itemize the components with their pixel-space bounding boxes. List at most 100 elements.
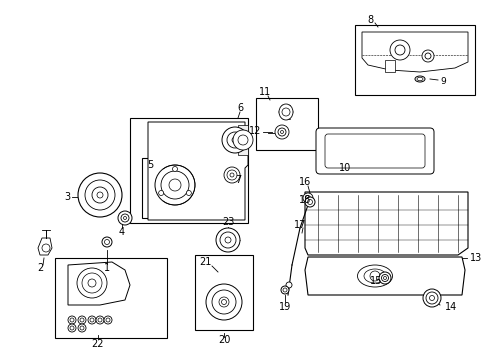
Circle shape <box>82 273 102 293</box>
Circle shape <box>422 289 440 307</box>
Circle shape <box>231 137 238 143</box>
Circle shape <box>68 324 76 332</box>
Polygon shape <box>38 238 52 255</box>
Circle shape <box>80 318 84 322</box>
Circle shape <box>70 326 74 330</box>
Text: 17: 17 <box>293 220 305 230</box>
Circle shape <box>104 316 112 324</box>
Text: 14: 14 <box>444 302 456 312</box>
Circle shape <box>425 292 437 304</box>
Circle shape <box>428 296 434 301</box>
Text: 20: 20 <box>217 335 230 345</box>
Circle shape <box>85 180 115 210</box>
Circle shape <box>169 179 181 191</box>
Circle shape <box>104 239 109 244</box>
Text: 21: 21 <box>199 257 211 267</box>
Text: 12: 12 <box>248 126 261 136</box>
Polygon shape <box>238 125 247 155</box>
Circle shape <box>216 228 240 252</box>
Circle shape <box>226 170 237 180</box>
Text: 2: 2 <box>37 263 43 273</box>
Circle shape <box>369 271 379 281</box>
Circle shape <box>238 135 247 145</box>
Text: 8: 8 <box>366 15 372 25</box>
Circle shape <box>224 237 230 243</box>
Polygon shape <box>384 60 394 72</box>
Polygon shape <box>305 192 467 255</box>
Circle shape <box>383 276 386 279</box>
Text: 9: 9 <box>439 77 445 86</box>
Circle shape <box>77 268 107 298</box>
Ellipse shape <box>416 77 422 81</box>
Polygon shape <box>361 32 467 72</box>
Circle shape <box>80 326 84 330</box>
Circle shape <box>283 288 286 292</box>
Circle shape <box>123 216 126 220</box>
Text: 18: 18 <box>298 195 310 205</box>
Text: 11: 11 <box>258 87 270 97</box>
Text: 5: 5 <box>146 160 153 170</box>
Text: 7: 7 <box>234 175 241 185</box>
Circle shape <box>285 282 291 288</box>
Bar <box>354 25 474 95</box>
Text: 10: 10 <box>338 163 350 173</box>
Circle shape <box>280 131 283 134</box>
Circle shape <box>212 290 236 314</box>
Circle shape <box>274 125 288 139</box>
Circle shape <box>118 211 132 225</box>
Ellipse shape <box>279 104 292 120</box>
Text: 19: 19 <box>278 302 290 312</box>
Circle shape <box>305 197 314 207</box>
Text: 13: 13 <box>469 253 481 263</box>
Circle shape <box>96 316 104 324</box>
Circle shape <box>106 318 110 322</box>
Circle shape <box>221 300 226 305</box>
Circle shape <box>102 237 112 247</box>
Ellipse shape <box>363 269 385 283</box>
Circle shape <box>281 286 288 294</box>
Circle shape <box>303 193 312 203</box>
Circle shape <box>90 318 94 322</box>
Circle shape <box>88 316 96 324</box>
Circle shape <box>305 195 310 201</box>
Circle shape <box>78 324 86 332</box>
Circle shape <box>381 274 387 282</box>
Text: 1: 1 <box>104 263 110 273</box>
Circle shape <box>219 297 228 307</box>
Ellipse shape <box>414 76 424 82</box>
Text: 22: 22 <box>92 339 104 349</box>
Circle shape <box>172 166 177 171</box>
Circle shape <box>232 130 252 150</box>
Polygon shape <box>305 257 464 295</box>
Circle shape <box>68 316 76 324</box>
Circle shape <box>282 108 289 116</box>
Circle shape <box>88 279 96 287</box>
Circle shape <box>394 45 404 55</box>
Circle shape <box>278 128 285 136</box>
Text: 16: 16 <box>298 177 310 187</box>
Bar <box>55 258 167 338</box>
Bar <box>130 118 247 223</box>
Circle shape <box>224 167 240 183</box>
Circle shape <box>78 316 86 324</box>
Circle shape <box>186 190 191 195</box>
Circle shape <box>155 165 195 205</box>
Polygon shape <box>148 122 247 220</box>
Circle shape <box>424 53 430 59</box>
FancyBboxPatch shape <box>315 128 433 174</box>
Circle shape <box>98 318 102 322</box>
Circle shape <box>421 50 433 62</box>
Circle shape <box>220 232 236 248</box>
Circle shape <box>226 132 243 148</box>
Circle shape <box>205 284 242 320</box>
Circle shape <box>222 127 247 153</box>
Circle shape <box>42 244 50 252</box>
Circle shape <box>158 190 163 195</box>
Text: 23: 23 <box>222 217 234 227</box>
Bar <box>195 255 252 330</box>
Circle shape <box>378 272 390 284</box>
Bar <box>256 98 317 150</box>
Circle shape <box>307 199 312 204</box>
Circle shape <box>389 40 409 60</box>
Circle shape <box>78 173 122 217</box>
